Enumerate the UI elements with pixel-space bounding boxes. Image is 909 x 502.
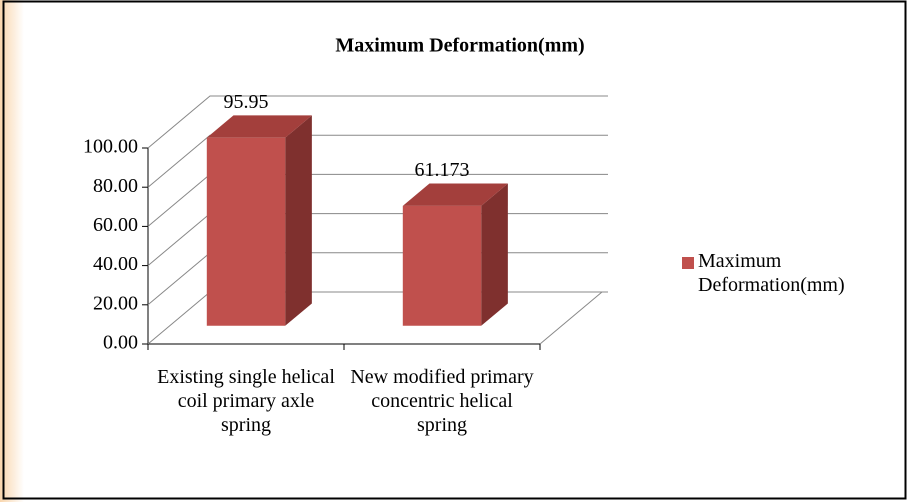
bar-side xyxy=(481,183,508,326)
grid-line xyxy=(147,95,608,149)
bar-side xyxy=(285,115,312,326)
legend-label: Maximum Deformation(mm) xyxy=(698,250,845,296)
y-tick-label: 0.00 xyxy=(103,332,138,354)
y-tick-label: 20.00 xyxy=(93,292,138,314)
legend-swatch xyxy=(682,257,694,269)
floor-edge xyxy=(539,291,603,345)
chart-title: Maximum Deformation(mm) xyxy=(335,35,584,57)
data-label: 61.173 xyxy=(415,159,470,181)
y-tick-label: 60.00 xyxy=(93,214,138,236)
data-label: 95.95 xyxy=(224,91,269,113)
bar-top xyxy=(402,183,508,206)
x-tick-label: Existing single helical coil primary axl… xyxy=(157,366,335,436)
y-tick-label: 80.00 xyxy=(93,175,138,197)
y-tick-label: 40.00 xyxy=(93,253,138,275)
bar xyxy=(206,137,286,326)
x-tick-label: New modified primary concentric helical … xyxy=(350,366,534,436)
y-tick-label: 100.00 xyxy=(83,136,138,158)
bar-top xyxy=(206,115,312,138)
bar xyxy=(402,205,482,326)
